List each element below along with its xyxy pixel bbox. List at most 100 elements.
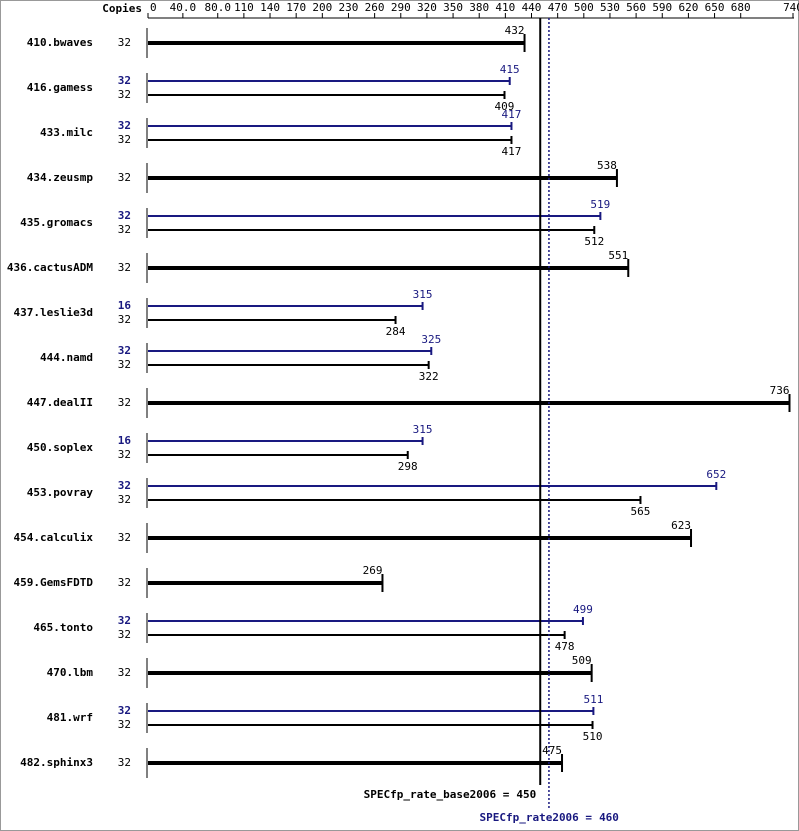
benchmark-name: 436.cactusADM <box>7 261 93 274</box>
x-tick-label: 110 <box>234 1 254 14</box>
copies: 32 <box>118 614 131 627</box>
value-label: 315 <box>413 423 433 436</box>
copies: 32 <box>118 396 131 409</box>
copies: 32 <box>118 171 131 184</box>
value-label: 432 <box>505 24 525 37</box>
value-label: 499 <box>573 603 593 616</box>
x-tick-label: 500 <box>574 1 594 14</box>
benchmark-name: 465.tonto <box>33 621 93 634</box>
value-label: 509 <box>572 654 592 667</box>
reference-value: 460 <box>599 811 619 824</box>
value-label: 512 <box>584 235 604 248</box>
value-label: 417 <box>502 108 522 121</box>
x-tick-label: 440 <box>522 1 542 14</box>
value-label: 478 <box>555 640 575 653</box>
copies: 32 <box>118 88 131 101</box>
x-tick-label: 590 <box>652 1 672 14</box>
x-tick-label: 470 <box>548 1 568 14</box>
copies: 32 <box>118 628 131 641</box>
value-label: 325 <box>421 333 441 346</box>
copies: 32 <box>118 261 131 274</box>
value-label: 623 <box>671 519 691 532</box>
copies: 32 <box>118 119 131 132</box>
copies: 32 <box>118 448 131 461</box>
value-label: 538 <box>597 159 617 172</box>
reference-label-text: SPECfp_rate_base2006 = <box>364 788 510 801</box>
benchmark-name: 437.leslie3d <box>14 306 93 319</box>
x-tick-label: 680 <box>731 1 751 14</box>
x-tick-label: 170 <box>286 1 306 14</box>
copies: 32 <box>118 531 131 544</box>
benchmark-name: 450.soplex <box>27 441 94 454</box>
value-label: 551 <box>608 249 628 262</box>
x-tick-label: 230 <box>339 1 359 14</box>
copies: 32 <box>118 479 131 492</box>
copies: 32 <box>118 576 131 589</box>
x-tick-label: 40.0 <box>170 1 197 14</box>
copies: 32 <box>118 756 131 769</box>
x-tick-label: 650 <box>705 1 725 14</box>
benchmark-name: 444.namd <box>40 351 93 364</box>
benchmark-name: 435.gromacs <box>20 216 93 229</box>
benchmark-name: 459.GemsFDTD <box>14 576 94 589</box>
x-tick-label: 260 <box>365 1 385 14</box>
value-label: 652 <box>706 468 726 481</box>
copies-header: Copies <box>102 2 142 15</box>
value-label: 409 <box>495 100 515 113</box>
value-label: 269 <box>363 564 383 577</box>
copies: 32 <box>118 704 131 717</box>
value-label: 322 <box>419 370 439 383</box>
benchmark-name: 481.wrf <box>47 711 93 724</box>
benchmark-name: 454.calculix <box>14 531 94 544</box>
copies: 32 <box>118 223 131 236</box>
x-tick-label: 80.0 <box>204 1 231 14</box>
copies: 16 <box>118 434 132 447</box>
value-label: 284 <box>386 325 406 338</box>
x-tick-label: 200 <box>312 1 332 14</box>
x-tick-label: 560 <box>626 1 646 14</box>
copies: 32 <box>118 666 131 679</box>
x-tick-label: 410 <box>495 1 515 14</box>
x-tick-label: 290 <box>391 1 411 14</box>
benchmark-name: 447.dealII <box>27 396 93 409</box>
value-label: 475 <box>542 744 562 757</box>
value-label: 417 <box>502 145 522 158</box>
copies: 32 <box>118 313 131 326</box>
x-tick-label: 740 <box>783 1 799 14</box>
copies: 32 <box>118 718 131 731</box>
benchmark-name: 434.zeusmp <box>27 171 94 184</box>
benchmark-name: 453.povray <box>27 486 94 499</box>
value-label: 315 <box>413 288 433 301</box>
benchmark-name: 482.sphinx3 <box>20 756 93 769</box>
value-label: 415 <box>500 63 520 76</box>
copies: 32 <box>118 209 131 222</box>
value-label: 510 <box>583 730 603 743</box>
benchmark-name: 416.gamess <box>27 81 93 94</box>
copies: 32 <box>118 133 131 146</box>
benchmark-name: 410.bwaves <box>27 36 93 49</box>
reference-label: SPECfp_rate2006 = 460 <box>479 811 618 824</box>
value-label: 298 <box>398 460 418 473</box>
x-tick-label: 620 <box>678 1 698 14</box>
x-tick-label: 140 <box>260 1 280 14</box>
value-label: 736 <box>770 384 790 397</box>
copies: 32 <box>118 493 131 506</box>
x-tick-label: 530 <box>600 1 620 14</box>
value-label: 511 <box>583 693 603 706</box>
benchmark-name: 433.milc <box>40 126 93 139</box>
x-tick-label: 0 <box>150 1 157 14</box>
x-tick-label: 380 <box>469 1 489 14</box>
copies: 32 <box>118 344 131 357</box>
value-label: 519 <box>590 198 610 211</box>
copies: 32 <box>118 358 131 371</box>
reference-label: SPECfp_rate_base2006 = 450 <box>364 788 537 801</box>
copies: 16 <box>118 299 132 312</box>
reference-label-text: SPECfp_rate2006 = <box>479 811 592 824</box>
reference-value: 450 <box>516 788 536 801</box>
copies: 32 <box>118 36 131 49</box>
copies: 32 <box>118 74 131 87</box>
benchmark-name: 470.lbm <box>47 666 94 679</box>
x-tick-label: 320 <box>417 1 437 14</box>
